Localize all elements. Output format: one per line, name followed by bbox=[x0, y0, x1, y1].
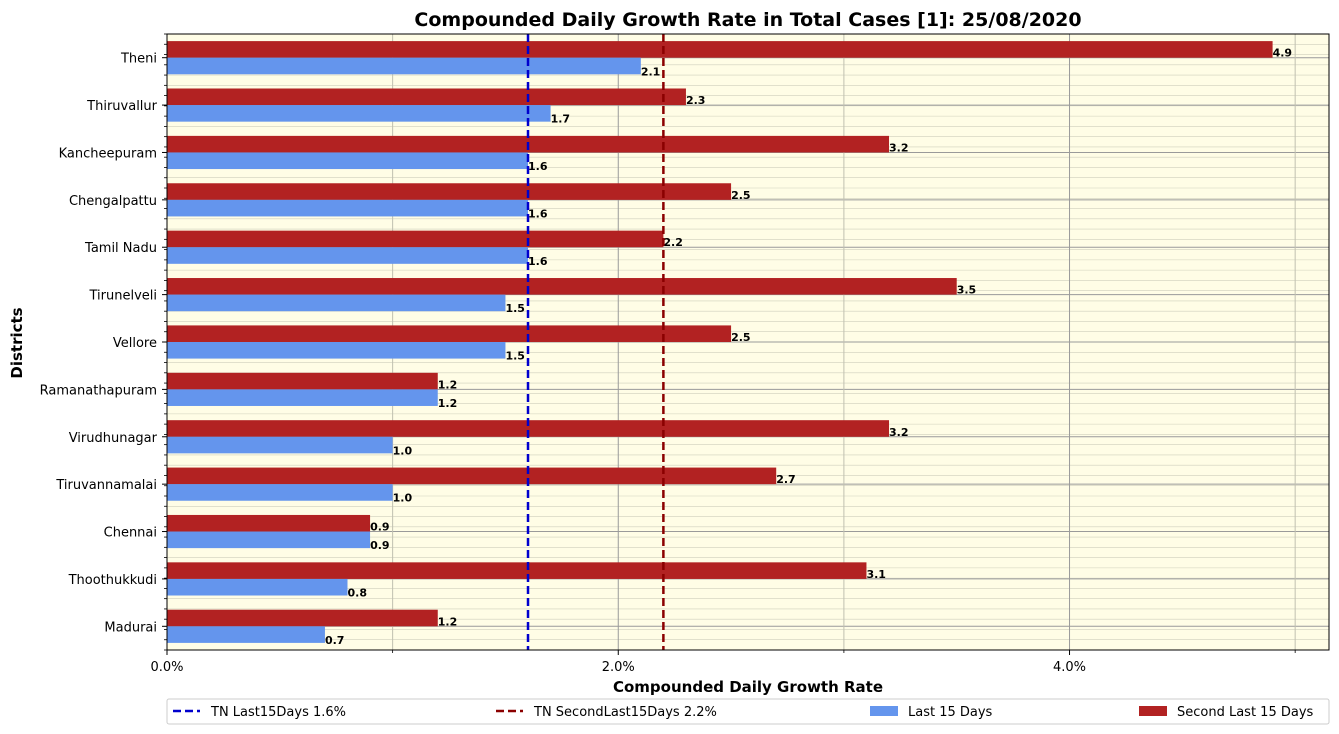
data-label-second-last: 4.9 bbox=[1273, 47, 1293, 60]
y-tick-label: Thiruvallur bbox=[86, 99, 157, 114]
legend-entry-label: Second Last 15 Days bbox=[1177, 705, 1314, 720]
legend: TN Last15Days 1.6% TN SecondLast15Days 2.… bbox=[166, 698, 1330, 725]
data-label-last: 1.6 bbox=[528, 207, 548, 220]
data-label-last: 0.7 bbox=[325, 634, 345, 647]
data-label-second-last: 3.1 bbox=[866, 568, 886, 581]
y-axis-label: Districts bbox=[8, 307, 26, 378]
data-label-last: 1.5 bbox=[505, 350, 525, 363]
plot-frame bbox=[166, 33, 1330, 651]
y-tick-label: Vellore bbox=[113, 336, 157, 351]
data-label-second-last: 1.2 bbox=[438, 378, 458, 391]
data-label-second-last: 2.5 bbox=[731, 331, 751, 344]
bar-second-last-15-days bbox=[167, 467, 777, 485]
bar-second-last-15-days bbox=[167, 514, 371, 532]
bar-last-15-days bbox=[167, 342, 506, 359]
data-label-second-last: 2.7 bbox=[776, 473, 796, 486]
data-label-second-last: 3.5 bbox=[957, 284, 977, 297]
bar-second-last-15-days bbox=[167, 88, 686, 106]
y-tick-label: Virudhunagar bbox=[69, 431, 158, 446]
bar-last-15-days bbox=[167, 626, 325, 643]
bar-last-15-days bbox=[167, 57, 641, 75]
legend-entry-label: TN Last15Days 1.6% bbox=[210, 705, 346, 720]
data-label-last: 2.1 bbox=[641, 65, 661, 78]
data-label-last: 1.6 bbox=[528, 160, 548, 173]
bar-last-15-days bbox=[167, 247, 529, 264]
y-tick-label: Chengalpattu bbox=[69, 194, 157, 209]
legend-box bbox=[166, 698, 1330, 725]
bar-second-last-15-days bbox=[167, 183, 732, 200]
x-tick-label: 4.0% bbox=[1053, 660, 1086, 675]
data-label-last: 1.0 bbox=[393, 444, 413, 457]
bar-last-15-days bbox=[167, 389, 438, 406]
y-tick-label: Ramanathapuram bbox=[40, 383, 157, 398]
legend-entry-label: TN SecondLast15Days 2.2% bbox=[533, 705, 717, 720]
data-label-second-last: 3.2 bbox=[889, 141, 909, 154]
data-label-last: 0.8 bbox=[348, 587, 368, 600]
data-label-second-last: 3.2 bbox=[889, 426, 909, 439]
data-label-second-last: 1.2 bbox=[438, 615, 458, 628]
bar-second-last-15-days bbox=[167, 420, 890, 437]
y-tick-label: Kancheepuram bbox=[59, 146, 157, 161]
legend-bar-swatch bbox=[870, 706, 898, 716]
y-tick-label: Tamil Nadu bbox=[84, 241, 157, 256]
bar-last-15-days bbox=[167, 484, 393, 501]
bar-last-15-days bbox=[167, 294, 506, 312]
bar-last-15-days bbox=[167, 578, 348, 596]
bar-second-last-15-days bbox=[167, 562, 867, 579]
bar-second-last-15-days bbox=[167, 41, 1273, 58]
y-tick-label: Chennai bbox=[104, 526, 157, 541]
data-label-second-last: 0.9 bbox=[370, 521, 390, 534]
legend-bar-swatch bbox=[1139, 706, 1167, 716]
x-tick-label: 2.0% bbox=[602, 660, 635, 675]
bar-second-last-15-days bbox=[167, 230, 664, 248]
data-label-last: 0.9 bbox=[370, 539, 390, 552]
data-label-last: 1.2 bbox=[438, 397, 458, 410]
data-label-second-last: 2.5 bbox=[731, 189, 751, 202]
bar-second-last-15-days bbox=[167, 372, 438, 390]
y-tick-label: Thoothukkudi bbox=[68, 573, 157, 588]
bar-last-15-days bbox=[167, 152, 529, 170]
bar-second-last-15-days bbox=[167, 609, 438, 627]
x-tick-label: 0.0% bbox=[150, 660, 183, 675]
data-label-second-last: 2.3 bbox=[686, 94, 706, 107]
bar-last-15-days bbox=[167, 105, 551, 122]
y-tick-label: Tirunelveli bbox=[88, 289, 157, 304]
bar-last-15-days bbox=[167, 199, 529, 217]
x-axis-label: Compounded Daily Growth Rate bbox=[613, 678, 883, 696]
data-label-last: 1.6 bbox=[528, 255, 548, 268]
bar-last-15-days bbox=[167, 531, 371, 549]
y-tick-label: Theni bbox=[120, 52, 157, 67]
data-label-last: 1.0 bbox=[393, 492, 413, 505]
bar-last-15-days bbox=[167, 436, 393, 454]
legend-entry-label: Last 15 Days bbox=[908, 705, 993, 720]
bar-second-last-15-days bbox=[167, 278, 957, 295]
data-label-last: 1.7 bbox=[551, 113, 571, 126]
y-tick-label: Tiruvannamalai bbox=[55, 478, 157, 493]
data-label-second-last: 2.2 bbox=[663, 236, 683, 249]
bar-second-last-15-days bbox=[167, 325, 732, 342]
data-label-last: 1.5 bbox=[505, 302, 525, 315]
chart-title: Compounded Daily Growth Rate in Total Ca… bbox=[414, 9, 1081, 31]
y-tick-label: Madurai bbox=[104, 620, 157, 635]
